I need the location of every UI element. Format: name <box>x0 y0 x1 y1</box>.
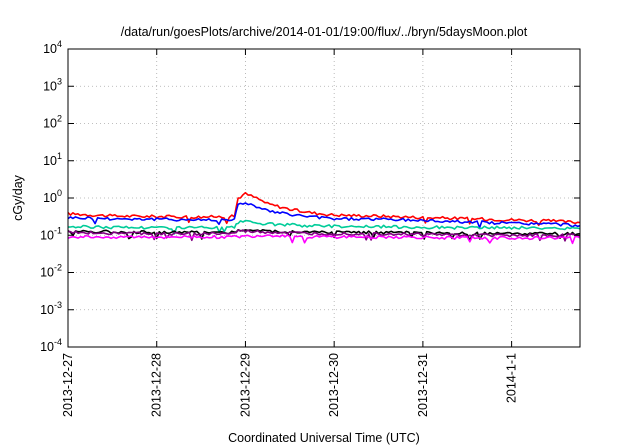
y-tick-label: 104 <box>43 39 62 56</box>
y-tick-label: 10-4 <box>40 337 62 354</box>
x-tick-label: 2014-1-1 <box>505 353 519 403</box>
y-tick-label: 100 <box>43 188 62 205</box>
x-tick-label: 2013-12-28 <box>150 353 164 417</box>
series-line <box>67 234 581 245</box>
x-tick-label: 2013-12-27 <box>61 353 75 417</box>
y-tick-label: 10-3 <box>40 300 62 317</box>
series-line <box>67 191 581 227</box>
x-axis: 2013-12-27 2013-12-28 2013-12-29 2013-12-30… <box>61 49 519 417</box>
grid <box>67 49 580 347</box>
chart-title: /data/run/goesPlots/archive/2014-01-01/1… <box>121 25 528 39</box>
y-tick-label: 10-2 <box>40 263 62 280</box>
x-axis-label: Coordinated Universal Time (UTC) <box>228 431 420 445</box>
series-line <box>67 229 581 241</box>
y-tick-label: 10-1 <box>40 225 62 242</box>
series-line <box>67 219 581 235</box>
x-tick-label: 2013-12-31 <box>416 353 430 417</box>
y-axis: 10-4 10-3 10-2 10-1 100 101 102 103 104 <box>40 39 580 354</box>
series-line <box>67 202 581 229</box>
y-tick-label: 102 <box>43 114 62 131</box>
series-layer <box>67 191 581 245</box>
y-tick-label: 101 <box>43 151 62 168</box>
y-axis-label: cGy/day <box>11 174 25 221</box>
y-tick-label: 103 <box>43 76 62 93</box>
x-tick-label: 2013-12-30 <box>327 353 341 417</box>
x-tick-label: 2013-12-29 <box>238 353 252 417</box>
